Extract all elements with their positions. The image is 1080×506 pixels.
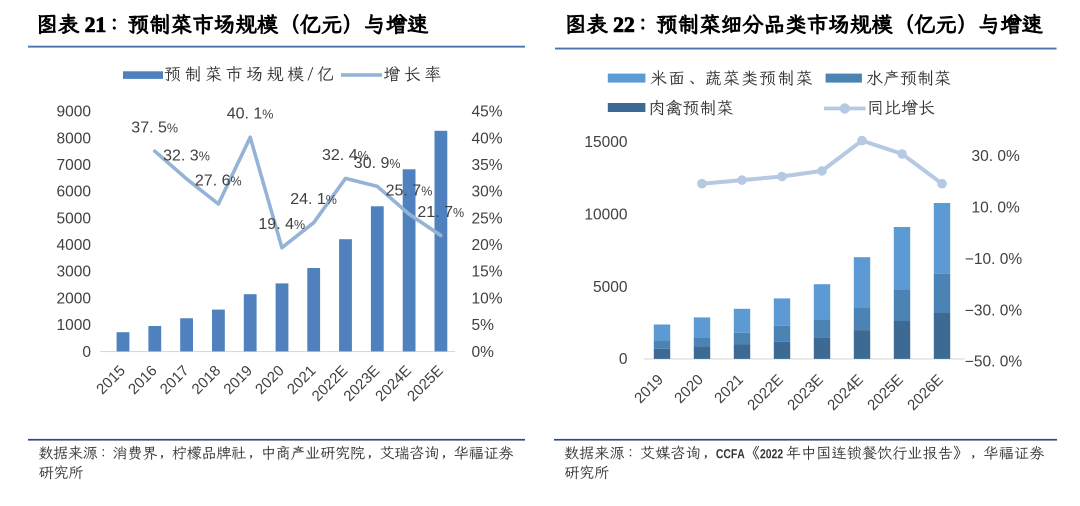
svg-text:2000: 2000 bbox=[57, 290, 92, 307]
svg-text:2019: 2019 bbox=[220, 362, 256, 398]
svg-text:5%: 5% bbox=[472, 317, 495, 334]
svg-text:5000: 5000 bbox=[593, 279, 628, 296]
svg-text:−10. 0%: −10. 0% bbox=[965, 251, 1023, 268]
svg-text:2020: 2020 bbox=[671, 371, 707, 407]
svg-text:25. 7%: 25. 7% bbox=[386, 183, 433, 200]
svg-text:4000: 4000 bbox=[57, 237, 92, 254]
svg-text:2022E: 2022E bbox=[744, 371, 787, 414]
svg-text:3000: 3000 bbox=[57, 264, 92, 281]
svg-text:35%: 35% bbox=[472, 157, 503, 174]
svg-text:7000: 7000 bbox=[57, 157, 92, 174]
svg-text:15000: 15000 bbox=[584, 134, 627, 151]
svg-text:2026E: 2026E bbox=[904, 371, 947, 414]
svg-text:37. 5%: 37. 5% bbox=[131, 120, 178, 137]
svg-text:2025E: 2025E bbox=[864, 371, 907, 414]
svg-text:24. 1%: 24. 1% bbox=[290, 191, 337, 208]
svg-text:2019: 2019 bbox=[631, 371, 667, 407]
svg-text:40. 1%: 40. 1% bbox=[227, 106, 274, 123]
svg-text:8000: 8000 bbox=[57, 130, 92, 147]
svg-text:45%: 45% bbox=[472, 104, 503, 121]
svg-text:30. 9%: 30. 9% bbox=[354, 155, 401, 172]
svg-text:32. 4%: 32. 4% bbox=[322, 147, 369, 164]
svg-text:21. 7%: 21. 7% bbox=[417, 204, 464, 221]
svg-text:0: 0 bbox=[619, 351, 628, 368]
svg-text:10000: 10000 bbox=[584, 206, 627, 223]
svg-text:40%: 40% bbox=[472, 130, 503, 147]
svg-text:30%: 30% bbox=[472, 184, 503, 201]
svg-text:2020: 2020 bbox=[252, 362, 288, 398]
svg-text:2023E: 2023E bbox=[784, 371, 827, 414]
svg-text:20%: 20% bbox=[472, 237, 503, 254]
svg-text:10%: 10% bbox=[472, 290, 503, 307]
svg-text:27. 6%: 27. 6% bbox=[195, 172, 242, 189]
svg-text:9000: 9000 bbox=[57, 104, 92, 121]
svg-text:1000: 1000 bbox=[57, 317, 92, 334]
svg-text:2021: 2021 bbox=[711, 371, 747, 407]
svg-text:10. 0%: 10. 0% bbox=[972, 200, 1020, 217]
svg-text:2016: 2016 bbox=[125, 362, 161, 398]
svg-text:2025E: 2025E bbox=[404, 362, 447, 405]
svg-text:5000: 5000 bbox=[57, 210, 92, 227]
svg-text:32. 3%: 32. 3% bbox=[163, 147, 210, 164]
svg-text:2017: 2017 bbox=[157, 362, 193, 398]
svg-text:15%: 15% bbox=[472, 264, 503, 281]
svg-text:−50. 0%: −50. 0% bbox=[965, 354, 1023, 371]
svg-text:−30. 0%: −30. 0% bbox=[965, 302, 1023, 319]
svg-text:2015: 2015 bbox=[93, 362, 129, 398]
svg-text:2024E: 2024E bbox=[824, 371, 867, 414]
svg-text:6000: 6000 bbox=[57, 184, 92, 201]
svg-text:2018: 2018 bbox=[189, 362, 225, 398]
svg-text:30. 0%: 30. 0% bbox=[972, 148, 1020, 165]
svg-text:0: 0 bbox=[82, 344, 91, 361]
svg-text:19. 4%: 19. 4% bbox=[258, 216, 305, 233]
svg-text:25%: 25% bbox=[472, 210, 503, 227]
svg-text:0%: 0% bbox=[472, 344, 495, 361]
